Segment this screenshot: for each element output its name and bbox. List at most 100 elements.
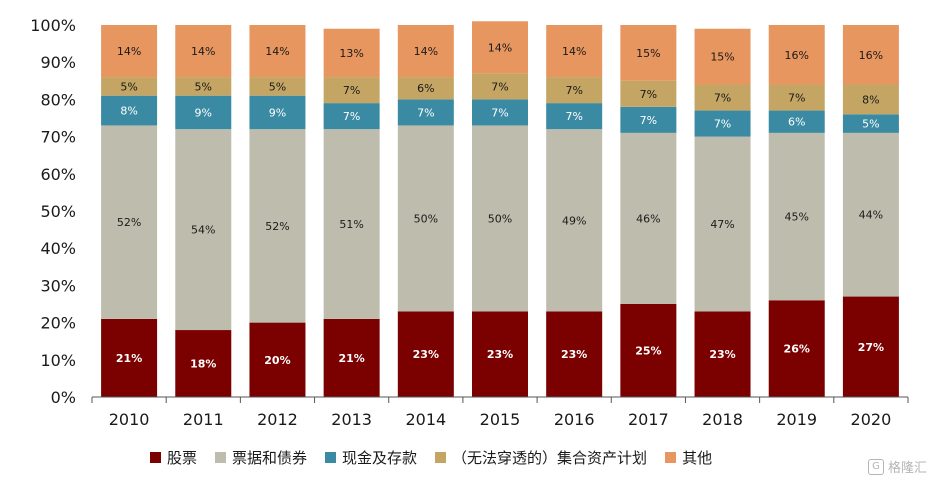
y-tick-label: 70%: [40, 128, 76, 147]
bar-segment: [768, 110, 825, 133]
bar-segment: [249, 95, 306, 130]
bar-segment: [768, 132, 825, 301]
bar-segment: [101, 95, 158, 126]
data-label: 23%: [561, 348, 587, 361]
data-label: 16%: [859, 49, 883, 62]
bar-segment: [175, 77, 232, 96]
data-label: 7%: [565, 110, 582, 123]
legend-swatch: [435, 452, 447, 463]
bar-segment: [694, 136, 751, 312]
legend-item-notes-bonds: 票据和债券: [215, 447, 307, 468]
bar-segment: [694, 28, 751, 85]
x-tick-label: 2010: [109, 410, 150, 429]
legend-swatch: [665, 452, 677, 463]
legend-item-stocks: 股票: [150, 447, 197, 468]
data-label: 27%: [858, 341, 884, 354]
stacked-bar-chart: 0% 10% 20% 30% 40% 50% 60% 70% 80% 90% 100% 21% 52% 8…: [30, 16, 909, 429]
bar-segment: [472, 311, 528, 397]
data-label: 15%: [636, 47, 660, 60]
data-label: 7%: [491, 106, 508, 119]
bar-segment: [397, 311, 454, 397]
legend-item-collective-plans: （无法穿透的）集合资产计划: [435, 447, 647, 468]
y-tick-label: 0%: [51, 388, 76, 407]
data-label: 7%: [491, 80, 508, 93]
bar-segment: [472, 99, 528, 126]
bar-segment: [175, 129, 232, 331]
legend-label: （无法穿透的）集合资产计划: [452, 449, 648, 467]
data-label: 52%: [117, 216, 141, 229]
y-tick-label: 50%: [40, 202, 76, 221]
bar-segment: [694, 110, 751, 137]
legend-item-cash-deposits: 现金及存款: [325, 447, 417, 468]
x-tick-label: 2012: [257, 410, 298, 429]
data-label: 9%: [269, 106, 286, 119]
data-label: 7%: [640, 114, 657, 127]
bar-segment: [249, 77, 306, 96]
data-label: 18%: [190, 358, 216, 371]
legend-label: 现金及存款: [342, 449, 418, 467]
data-label: 46%: [636, 212, 660, 225]
data-label: 23%: [709, 348, 735, 361]
legend-label: 股票: [167, 449, 198, 467]
data-label: 49%: [562, 214, 586, 227]
bar-segment: [842, 84, 899, 115]
bar-segment: [620, 132, 677, 304]
y-tick-label: 30%: [40, 276, 76, 295]
bar-segment: [768, 84, 825, 111]
data-label: 21%: [338, 352, 364, 365]
bar-segment: [472, 21, 528, 74]
data-label: 5%: [862, 118, 879, 131]
data-label: 21%: [116, 352, 142, 365]
y-tick-label: 20%: [40, 314, 76, 333]
data-label: 5%: [120, 80, 137, 93]
bar-segment: [472, 125, 528, 312]
data-label: 13%: [339, 47, 363, 60]
bar-segment: [323, 28, 380, 78]
bar-segment: [175, 330, 232, 397]
data-label: 8%: [862, 93, 879, 106]
bar-segment: [249, 129, 306, 323]
bar-segment: [546, 103, 603, 130]
bar-segment: [323, 77, 380, 104]
y-tick-label: 60%: [40, 165, 76, 184]
y-tick-label: 100%: [30, 16, 76, 35]
data-label: 45%: [785, 211, 809, 224]
bar-segment: [101, 318, 158, 397]
y-tick-label: 10%: [40, 351, 76, 370]
data-label: 50%: [488, 212, 512, 225]
bar-segment: [397, 25, 454, 78]
bar-segment: [842, 132, 899, 297]
x-tick-label: 2013: [331, 410, 372, 429]
data-label: 9%: [195, 106, 212, 119]
data-label: 14%: [265, 45, 289, 58]
legend-item-other: 其他: [665, 447, 712, 468]
bar-segment: [546, 77, 603, 104]
gelonghui-logo-icon: G: [867, 458, 884, 475]
bar-segment: [101, 25, 158, 78]
legend-swatch: [325, 452, 337, 463]
data-label: 6%: [417, 82, 434, 95]
x-tick-label: 2016: [554, 410, 595, 429]
bar-segment: [768, 25, 825, 85]
data-label: 47%: [710, 218, 734, 231]
legend-label: 其他: [682, 449, 713, 467]
bar-segment: [175, 95, 232, 130]
data-label: 7%: [417, 106, 434, 119]
data-label: 6%: [788, 116, 805, 129]
bar-segment: [175, 25, 232, 78]
bar-segment: [323, 129, 380, 319]
data-label: 7%: [343, 84, 360, 97]
data-label: 7%: [788, 92, 805, 105]
bar-segment: [546, 25, 603, 78]
bar-segment: [768, 300, 825, 397]
x-tick-label: 2014: [405, 410, 446, 429]
data-label: 14%: [414, 45, 438, 58]
bar-segment: [546, 311, 603, 397]
data-label: 7%: [714, 92, 731, 105]
data-label: 23%: [487, 348, 513, 361]
bar-segment: [397, 125, 454, 312]
watermark: G 格隆汇: [867, 457, 927, 476]
data-label: 51%: [339, 218, 363, 231]
bar-segment: [249, 322, 306, 397]
x-tick-label: 2018: [702, 410, 743, 429]
